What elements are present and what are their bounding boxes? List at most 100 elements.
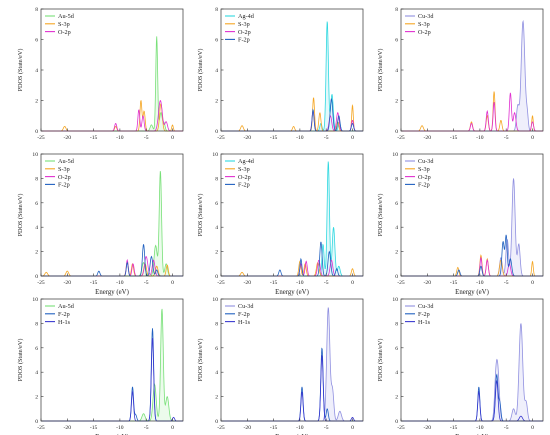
x-tick-label: -5 [324, 425, 329, 431]
y-tick-label: 8 [215, 7, 218, 13]
y-tick-label: 4 [215, 370, 218, 376]
y-tick-label: 0 [215, 274, 218, 280]
y-axis-label: PDOS (State/eV) [197, 194, 204, 237]
y-tick-label: 0 [215, 129, 218, 135]
x-tick-label: -5 [324, 280, 329, 286]
y-tick-label: 2 [395, 99, 398, 105]
y-tick-label: 2 [395, 395, 398, 401]
x-tick-label: -20 [244, 280, 252, 286]
legend-label: H-1s [238, 319, 251, 326]
series-fill-area [401, 178, 543, 276]
legend-label: O-2p [58, 29, 71, 36]
y-tick-label: 6 [395, 38, 398, 44]
x-tick-label: -15 [450, 280, 458, 286]
y-tick-label: 10 [392, 152, 398, 158]
series-fill-area [221, 21, 363, 131]
y-tick-label: 4 [35, 370, 38, 376]
x-tick-label: 0 [171, 135, 174, 141]
legend-label: S-3p [58, 21, 70, 28]
x-tick-label: -15 [90, 425, 98, 431]
legend-label: O-2p [418, 174, 431, 181]
x-tick-label: -5 [324, 135, 329, 141]
x-tick-label: -15 [90, 280, 98, 286]
legend-label: S-3p [418, 21, 430, 28]
x-tick-label: -20 [424, 425, 432, 431]
x-tick-label: -15 [270, 425, 278, 431]
y-tick-label: 4 [215, 68, 218, 74]
y-axis-label: PDOS (State/eV) [197, 49, 204, 92]
x-tick-label: 0 [351, 135, 354, 141]
x-tick-label: -15 [270, 135, 278, 141]
y-tick-label: 10 [32, 152, 38, 158]
plot-frame [220, 153, 364, 277]
legend-label: O-2p [238, 174, 251, 181]
y-tick-label: 8 [35, 321, 38, 327]
legend-label: Cu-3d [418, 303, 434, 310]
y-tick-label: 6 [35, 346, 38, 352]
x-tick-label: -25 [217, 425, 225, 431]
x-tick-label: -10 [476, 425, 484, 431]
y-axis-label: PDOS (State/eV) [377, 49, 384, 92]
legend-label: F-2p [418, 182, 430, 189]
legend-label: Ag-4d [238, 13, 255, 20]
x-tick-label: 0 [171, 280, 174, 286]
y-tick-label: 6 [35, 38, 38, 44]
legend-label: Au-5d [58, 158, 75, 165]
x-tick-label: -25 [37, 280, 45, 286]
series-line-s-3p [221, 260, 363, 277]
legend: Cu-3dF-2pH-1s [405, 303, 434, 326]
y-tick-label: 0 [395, 274, 398, 280]
legend: Ag-4dS-3pO-2pF-2p [225, 13, 255, 44]
y-axis-label: PDOS (State/eV) [377, 339, 384, 382]
y-tick-label: 2 [215, 99, 218, 105]
y-tick-label: 0 [215, 419, 218, 425]
y-tick-label: 10 [392, 297, 398, 303]
y-tick-label: 10 [212, 152, 218, 158]
pdos-panel-7: PDOS (State/eV)Energy (eV)-25-20-15-10-5… [17, 297, 184, 435]
y-tick-label: 0 [35, 129, 38, 135]
series-line-cu-3d [401, 178, 543, 277]
x-tick-label: -25 [37, 135, 45, 141]
y-tick-label: 8 [395, 321, 398, 327]
x-tick-label: -20 [424, 280, 432, 286]
y-tick-label: 8 [395, 7, 398, 13]
y-axis-label: PDOS (State/eV) [17, 194, 24, 237]
y-axis-label: PDOS (State/eV) [377, 194, 384, 237]
y-axis-label: PDOS (State/eV) [17, 339, 24, 382]
legend-label: S-3p [238, 21, 250, 28]
x-axis-label: Energy (eV) [275, 289, 309, 296]
legend: Au-5dS-3pO-2p [45, 13, 75, 36]
x-tick-label: -10 [296, 135, 304, 141]
x-tick-label: 0 [351, 425, 354, 431]
y-tick-label: 4 [395, 225, 398, 231]
y-tick-label: 10 [212, 297, 218, 303]
y-tick-label: 0 [395, 419, 398, 425]
x-tick-label: -25 [397, 280, 405, 286]
legend-label: F-2p [418, 311, 430, 318]
plot-frame [220, 298, 364, 422]
legend: Au-5dS-3pO-2pF-2p [45, 158, 75, 189]
x-tick-label: 0 [351, 280, 354, 286]
y-tick-label: 6 [215, 346, 218, 352]
x-tick-label: -10 [116, 425, 124, 431]
y-tick-label: 6 [395, 201, 398, 207]
y-axis-label: PDOS (State/eV) [197, 339, 204, 382]
x-axis-label: Energy (eV) [455, 289, 489, 296]
x-tick-label: -25 [217, 135, 225, 141]
legend: Ag-4dS-3pO-2pF-2p [225, 158, 255, 189]
series-line-au-5d [41, 36, 183, 132]
plot-frame [40, 298, 184, 422]
y-tick-label: 0 [35, 419, 38, 425]
series-line-f-2p [221, 347, 363, 422]
legend-label: F-2p [238, 311, 250, 318]
legend-label: Cu-3d [418, 13, 434, 20]
series-fill-area [221, 307, 363, 421]
x-tick-label: -10 [116, 135, 124, 141]
legend-label: O-2p [418, 29, 431, 36]
legend: Cu-3dS-3pO-2p [405, 13, 434, 36]
x-tick-label: -5 [504, 425, 509, 431]
y-tick-label: 6 [35, 201, 38, 207]
legend-label: Cu-3d [238, 303, 254, 310]
legend: Cu-3dS-3pO-2pF-2p [405, 158, 434, 189]
legend-label: Cu-3d [418, 158, 434, 165]
